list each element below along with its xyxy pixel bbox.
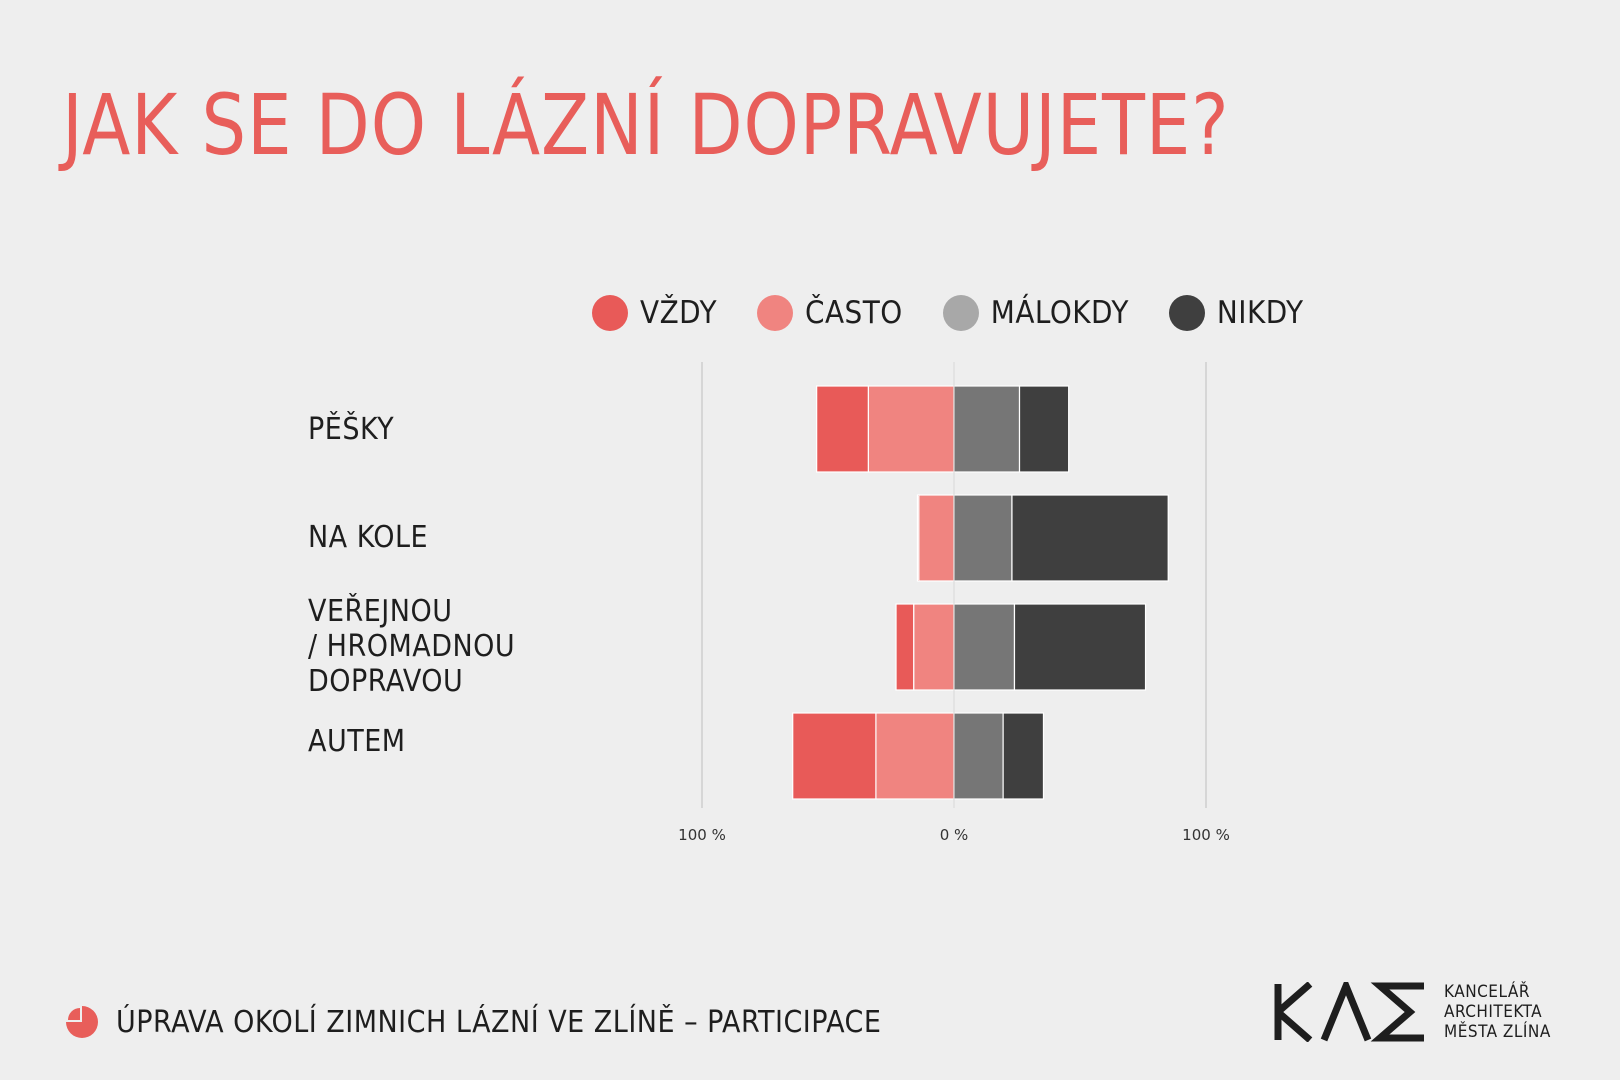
category-label-na-kole: NA KOLE [308,520,429,555]
legend-item-casto: ČASTO [757,295,903,331]
logo-mark-e [1370,982,1424,1042]
x-tick-label-1: 0 % [940,826,969,844]
legend-dot-nikdy [1168,295,1205,331]
bar-nikdy-0 [1018,385,1070,473]
bar-malokdy-1 [953,494,1013,582]
page-title: JAK SE DO LÁZNÍ DOPRAVUJETE? [62,76,1230,174]
chart-legend: VŽDY ČASTO MÁLOKDY NIKDY [592,290,1344,336]
bar-vzdy-0 [816,385,869,473]
legend-dot-malokdy [942,295,979,331]
category-label-verejnou: VEŘEJNOU / HROMADNOU DOPRAVOU [308,594,516,699]
bar-vzdy-1 [916,494,920,582]
logo-mark-a [1320,982,1372,1042]
kam-logo: KANCELÁŘ ARCHITEKTA MĚSTA ZLÍNA [1274,982,1551,1042]
bar-nikdy-3 [1002,712,1045,800]
bar-vzdy-2 [895,603,915,691]
bar-malokdy-0 [953,385,1021,473]
bar-vzdy-3 [792,712,877,800]
bar-nikdy-1 [1011,494,1169,582]
legend-label-vzdy: VŽDY [640,295,717,331]
project-logo-icon [66,1006,98,1038]
legend-label-casto: ČASTO [805,295,903,331]
x-tick-label-0: 100 % [678,826,726,844]
kam-logo-mark-icon [1274,982,1424,1042]
project-logo-icon-shape [66,1006,98,1038]
project-logo-icon-shape-2 [68,1008,80,1020]
x-tick-label-2: 100 % [1182,826,1230,844]
legend-dot-vzdy [592,295,628,331]
legend-item-malokdy: MÁLOKDY [942,295,1129,331]
kam-logo-text: KANCELÁŘ ARCHITEKTA MĚSTA ZLÍNA [1444,982,1551,1042]
bar-malokdy-2 [953,603,1016,691]
footer-text: ÚPRAVA OKOLÍ ZIMNICH LÁZNÍ VE ZLÍNĚ – PA… [116,1004,882,1040]
bar-casto-3 [875,712,955,800]
category-label-autem: AUTEM [308,724,406,759]
footer: ÚPRAVA OKOLÍ ZIMNICH LÁZNÍ VE ZLÍNĚ – PA… [64,1004,881,1040]
legend-dot-casto [757,295,793,331]
logo-mark-k [1274,982,1313,1042]
legend-item-vzdy: VŽDY [592,295,717,331]
bar-casto-0 [867,385,955,473]
bar-nikdy-2 [1013,603,1147,691]
category-label-peshky: PĚŠKY [308,412,395,447]
legend-item-nikdy: NIKDY [1168,295,1304,331]
bar-casto-2 [913,603,955,691]
bar-casto-1 [918,494,955,582]
legend-label-nikdy: NIKDY [1216,295,1304,331]
legend-label-malokdy: MÁLOKDY [990,295,1129,331]
bar-malokdy-3 [953,712,1004,800]
